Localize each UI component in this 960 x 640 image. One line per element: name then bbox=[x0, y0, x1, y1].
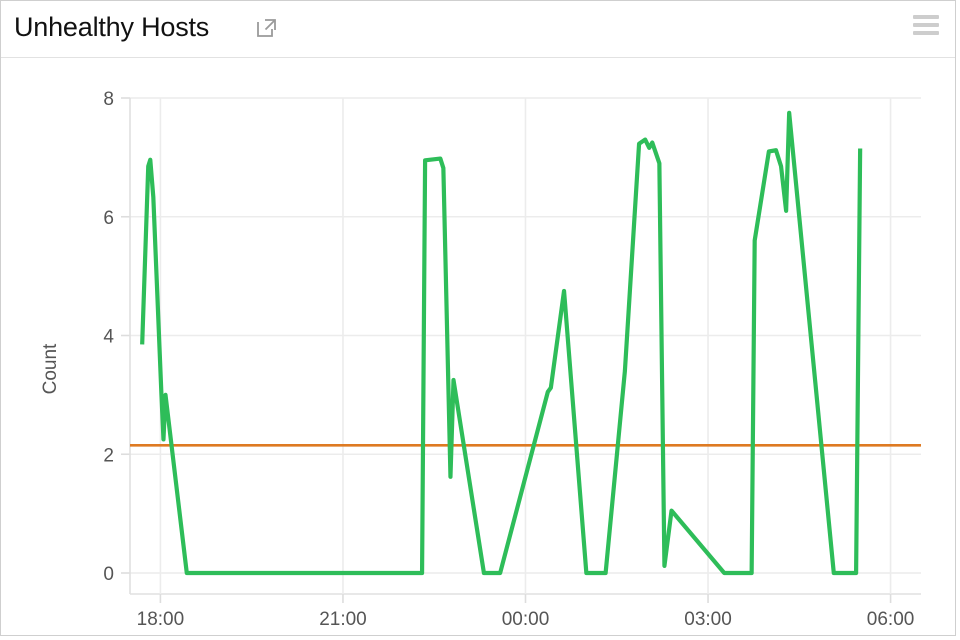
page-title: Unhealthy Hosts bbox=[14, 12, 210, 42]
external-link-icon[interactable] bbox=[256, 17, 277, 38]
y-axis-label: Count bbox=[40, 343, 61, 395]
y-tick-label: 8 bbox=[103, 89, 114, 110]
y-tick-label: 0 bbox=[103, 564, 114, 585]
hamburger-menu-icon[interactable] bbox=[913, 15, 939, 36]
chart-plot-area: Count 0 2 4 6 8 18:00 21:00 00:00 03:00 06:00 bbox=[1, 58, 957, 636]
chart-canvas: 0 2 4 6 8 18:00 21:00 00:00 03:00 06:00 bbox=[103, 89, 921, 630]
widget-header: Unhealthy Hosts bbox=[1, 1, 955, 58]
series-line bbox=[140, 110, 863, 576]
y-tick-label: 6 bbox=[103, 208, 114, 229]
x-tick-label: 18:00 bbox=[137, 609, 185, 630]
menu-bar-3 bbox=[913, 31, 939, 35]
menu-bar-2 bbox=[913, 23, 939, 27]
x-tick-label: 21:00 bbox=[319, 609, 367, 630]
menu-bar-1 bbox=[913, 15, 939, 19]
y-tick-label: 2 bbox=[103, 445, 114, 466]
y-tick-label: 4 bbox=[103, 327, 114, 348]
x-tick-label: 06:00 bbox=[867, 609, 915, 630]
x-tick-label: 03:00 bbox=[684, 609, 732, 630]
x-tick-label: 00:00 bbox=[502, 609, 550, 630]
